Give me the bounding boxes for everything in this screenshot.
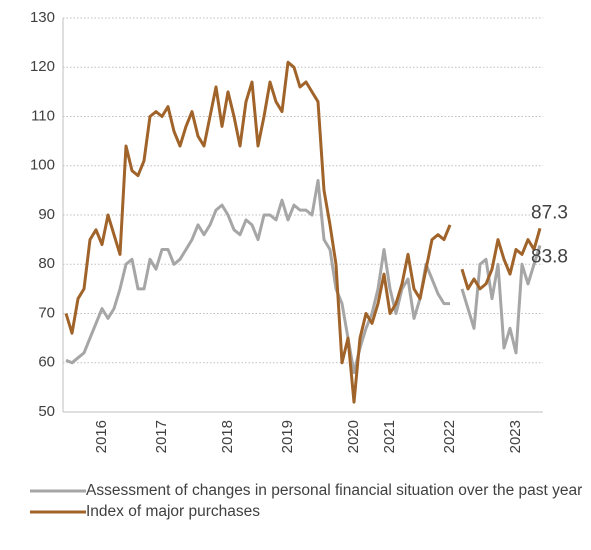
- x-tick-label: 2016: [93, 420, 110, 453]
- y-tick-label: 100: [30, 157, 55, 174]
- series-line: [64, 60, 542, 404]
- y-tick-label: 130: [30, 9, 55, 26]
- x-tick-label: 2023: [507, 420, 524, 453]
- legend-entry: Index of major purchases: [30, 501, 585, 522]
- x-tick-label: 2019: [279, 420, 296, 453]
- y-tick-label: 80: [38, 255, 55, 272]
- legend-swatch: [30, 489, 86, 493]
- legend-swatch: [30, 510, 86, 514]
- x-tick-label: 2018: [219, 420, 236, 453]
- y-tick-label: 110: [31, 107, 55, 124]
- y-tick-label: 70: [38, 304, 55, 321]
- x-tick-label: 2021: [381, 420, 398, 453]
- chart: 50 60 70 80 90 100 110 120 130 2016 2017 2018 2019 20…: [30, 9, 568, 453]
- x-tick-label: 2020: [345, 420, 362, 453]
- x-tick-label: 2022: [441, 420, 458, 453]
- legend-label: Index of major purchases: [86, 503, 261, 520]
- y-tick-label: 60: [38, 354, 55, 371]
- legend-entry: Assessment of changes in personal financ…: [30, 480, 585, 501]
- legend: Assessment of changes in personal financ…: [30, 480, 585, 522]
- x-tick-label: 2017: [153, 420, 170, 453]
- end-value-label: 83.8: [531, 247, 568, 268]
- y-tick-label: 90: [38, 206, 55, 223]
- legend-label: Assessment of changes in personal financ…: [86, 482, 583, 499]
- series-line: [65, 179, 542, 375]
- y-tick-label: 50: [38, 403, 55, 420]
- y-tick-label: 120: [30, 58, 55, 75]
- end-value-label: 87.3: [531, 202, 568, 223]
